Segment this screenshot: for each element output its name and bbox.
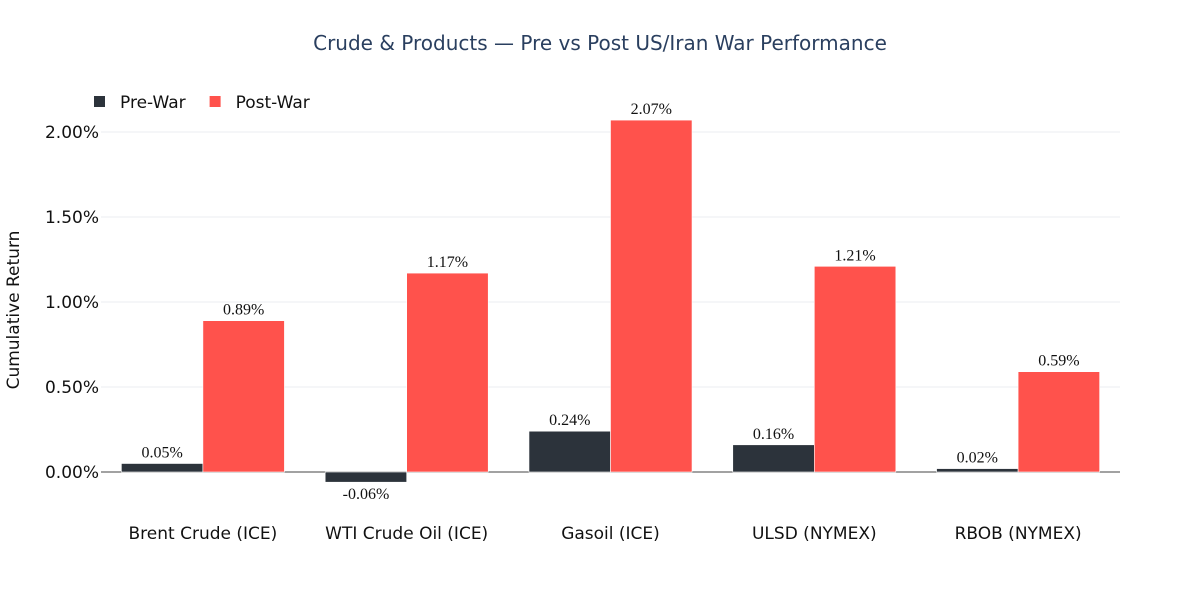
y-tick-label: 0.50% [45,378,99,398]
bar-post-war [202,320,285,473]
y-tick-labels: 0.00% 0.50% 1.00% 1.50% 2.00% [45,123,99,483]
bar-post-war [1017,371,1100,473]
y-axis-title: Cumulative Return [4,231,24,390]
data-label: 1.17% [427,254,468,271]
chart-title: Crude & Products — Pre vs Post US/Iran W… [313,31,887,55]
y-tick-label: 2.00% [45,123,99,143]
legend[interactable]: Pre-War Post-War [94,93,310,113]
y-tick-label: 1.50% [45,208,99,228]
data-label: 0.59% [1038,353,1079,370]
data-label: 0.05% [141,445,182,462]
bars [121,119,1100,483]
data-labels: 0.05% 0.89% -0.06% 1.17% 0.24% 2.07% 0.16% 1.21… [141,101,1079,503]
legend-swatch-pre-war[interactable] [94,96,105,107]
data-label: 0.16% [753,426,794,443]
y-tick-label: 1.00% [45,293,99,313]
x-tick-label: Brent Crude (ICE) [129,524,278,544]
data-label: 0.89% [223,302,264,319]
x-tick-label: Gasoil (ICE) [561,524,660,544]
bar-pre-war [121,463,204,473]
bar-pre-war [528,430,611,473]
bar-pre-war [324,471,407,483]
legend-label-post-war[interactable]: Post-War [236,93,310,113]
legend-swatch-post-war[interactable] [209,96,221,107]
bar-post-war [406,272,489,473]
legend-label-pre-war[interactable]: Pre-War [120,93,186,113]
x-tick-label: RBOB (NYMEX) [955,524,1082,544]
x-tick-labels: Brent Crude (ICE) WTI Crude Oil (ICE) Gaso… [129,524,1082,544]
data-label: -0.06% [343,486,390,503]
x-tick-label: ULSD (NYMEX) [752,524,877,544]
bar-post-war [610,119,693,473]
data-label: 2.07% [631,101,672,118]
data-label: 0.02% [957,450,998,467]
data-label: 0.24% [549,412,590,429]
bar-post-war [813,265,897,473]
y-tick-label: 0.00% [45,463,99,483]
x-tick-label: WTI Crude Oil (ICE) [325,524,488,544]
data-label: 1.21% [834,247,875,264]
bar-pre-war [936,468,1019,473]
bar-pre-war [732,444,815,473]
